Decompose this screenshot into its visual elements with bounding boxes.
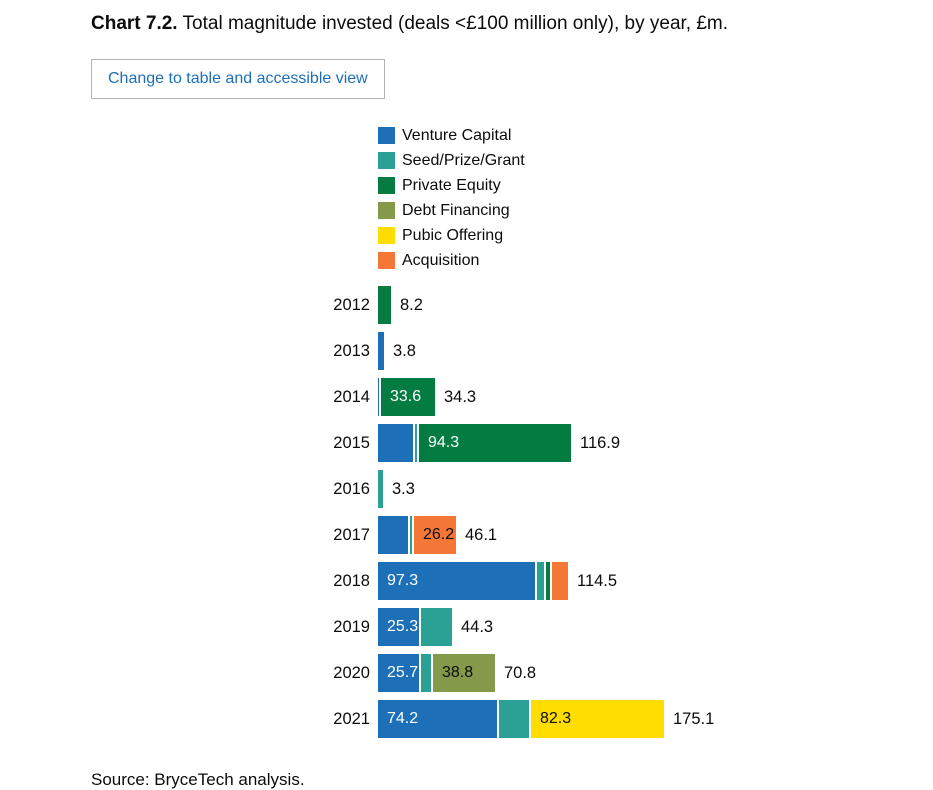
bar-segment[interactable] (378, 286, 391, 324)
bar-segment[interactable] (537, 562, 544, 600)
bar-segment[interactable] (378, 424, 413, 462)
stacked-bar: 33.6 (378, 378, 435, 416)
legend-label: Pubic Offering (402, 226, 504, 244)
segment-value-label: 25.7 (387, 664, 419, 681)
total-value-label: 46.1 (465, 525, 498, 544)
bar-segment[interactable]: 26.2 (414, 516, 456, 554)
bar-segment[interactable]: 25.3 (378, 608, 419, 646)
segment-value-label: 25.3 (387, 618, 419, 635)
legend-item-2[interactable]: Private Equity (378, 173, 933, 198)
stacked-bar: 74.2 82.3 (378, 700, 664, 738)
bar-segment[interactable] (378, 378, 379, 416)
stacked-bar: 25.7 38.8 (378, 654, 495, 692)
legend-label: Seed/Prize/Grant (402, 151, 525, 169)
legend-swatch-icon (378, 252, 395, 269)
year-label: 2018 (333, 571, 370, 590)
legend-swatch-icon (378, 152, 395, 169)
bar-segment[interactable] (421, 608, 452, 646)
total-value-label: 175.1 (673, 709, 715, 728)
legend-swatch-icon (378, 227, 395, 244)
stacked-bar: 97.3 (378, 562, 568, 600)
bar-row-2019: 2019 25.3 44.3 (91, 604, 933, 650)
bar-segment[interactable]: 33.6 (381, 378, 435, 416)
bar-segment[interactable] (552, 562, 568, 600)
legend-swatch-icon (378, 127, 395, 144)
bar-row-2014: 2014 33.6 34.3 (91, 374, 933, 420)
stacked-bar: 26.2 (378, 516, 456, 554)
segment-value-label: 74.2 (387, 710, 419, 727)
legend-item-4[interactable]: Pubic Offering (378, 223, 933, 248)
legend-item-1[interactable]: Seed/Prize/Grant (378, 148, 933, 173)
bar-segment[interactable] (410, 516, 412, 554)
total-value-label: 8.2 (400, 295, 423, 314)
bar-segment[interactable]: 82.3 (531, 700, 664, 738)
bar-row-2016: 2016 3.3 (91, 466, 933, 512)
legend-label: Acquisition (402, 251, 480, 269)
year-label: 2019 (333, 617, 370, 636)
segment-value-label: 97.3 (387, 572, 419, 589)
legend-swatch-icon (378, 202, 395, 219)
bar-segment[interactable] (415, 424, 417, 462)
total-value-label: 44.3 (461, 617, 494, 636)
chart-title: Chart 7.2. Total magnitude invested (dea… (91, 13, 933, 35)
year-label: 2013 (333, 341, 370, 360)
year-label: 2016 (333, 479, 370, 498)
legend-swatch-icon (378, 177, 395, 194)
legend-label: Debt Financing (402, 201, 510, 219)
total-value-label: 114.5 (577, 571, 618, 590)
bar-segment[interactable] (378, 332, 384, 370)
year-label: 2012 (333, 295, 370, 314)
total-value-label: 34.3 (444, 387, 477, 406)
stacked-bar (378, 470, 383, 508)
stacked-bar (378, 286, 391, 324)
legend-label: Private Equity (402, 176, 501, 194)
bar-segment[interactable]: 94.3 (419, 424, 571, 462)
stacked-bar (378, 332, 384, 370)
segment-value-label: 94.3 (428, 434, 460, 451)
table-accessible-view-button[interactable]: Change to table and accessible view (91, 59, 385, 99)
year-label: 2015 (333, 433, 370, 452)
source-note: Source: BryceTech analysis. (91, 770, 305, 789)
total-value-label: 3.3 (392, 479, 415, 498)
total-value-label: 70.8 (504, 663, 537, 682)
segment-value-label: 38.8 (442, 664, 474, 681)
total-value-label: 3.8 (393, 341, 416, 360)
legend-item-5[interactable]: Acquisition (378, 248, 933, 273)
total-value-label: 116.9 (580, 433, 621, 452)
bar-row-2015: 2015 94.3 116.9 (91, 420, 933, 466)
chart-legend: Venture Capital Seed/Prize/Grant Private E… (378, 123, 933, 273)
bar-segment[interactable] (378, 516, 408, 554)
year-label: 2020 (333, 663, 370, 682)
bar-row-2020: 2020 25.7 38.8 70.8 (91, 650, 933, 696)
segment-value-label: 82.3 (540, 710, 572, 727)
chart-title-number: Chart 7.2. (91, 13, 178, 34)
bar-segment[interactable] (421, 654, 431, 692)
chart-title-text: Total magnitude invested (deals <£100 mi… (182, 13, 729, 34)
legend-label: Venture Capital (402, 126, 512, 144)
legend-item-3[interactable]: Debt Financing (378, 198, 933, 223)
bar-row-2013: 2013 3.8 (91, 328, 933, 374)
bar-segment[interactable]: 74.2 (378, 700, 497, 738)
chart-bars: 2012 8.2 2013 3.8 2014 33.6 34.3 2015 94.3 116.9 2… (91, 282, 933, 742)
bar-segment[interactable]: 38.8 (433, 654, 495, 692)
bar-row-2021: 2021 74.2 82.3 175.1 (91, 696, 933, 742)
year-label: 2017 (333, 525, 370, 544)
stacked-bar: 94.3 (378, 424, 571, 462)
legend-item-0[interactable]: Venture Capital (378, 123, 933, 148)
bar-segment[interactable] (546, 562, 550, 600)
bar-segment[interactable] (499, 700, 529, 738)
bar-segment[interactable] (378, 470, 383, 508)
bar-row-2012: 2012 8.2 (91, 282, 933, 328)
bar-row-2017: 2017 26.2 46.1 (91, 512, 933, 558)
bar-segment[interactable]: 97.3 (378, 562, 535, 600)
year-label: 2021 (333, 709, 370, 728)
year-label: 2014 (333, 387, 370, 406)
segment-value-label: 26.2 (423, 526, 455, 543)
bar-segment[interactable]: 25.7 (378, 654, 419, 692)
segment-value-label: 33.6 (390, 388, 422, 405)
stacked-bar: 25.3 (378, 608, 452, 646)
bar-row-2018: 2018 97.3 114.5 (91, 558, 933, 604)
